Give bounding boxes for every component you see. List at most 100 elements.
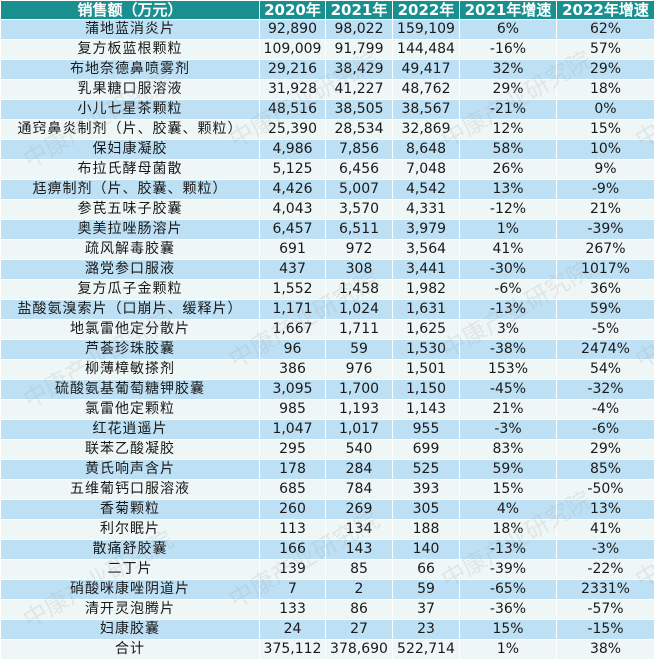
growth-2022: -4% xyxy=(556,399,654,420)
growth-2022: 54% xyxy=(556,359,654,380)
sales-2020: 31,928 xyxy=(259,79,326,100)
product-name: 乳果糖口服溶液 xyxy=(0,79,260,100)
sales-2020: 1,047 xyxy=(259,419,326,440)
sales-2022: 59 xyxy=(392,579,460,600)
sales-2022: 1,982 xyxy=(392,279,460,300)
growth-2022: 2474% xyxy=(556,339,654,360)
sales-2021: 1,017 xyxy=(325,419,393,440)
table-row: 妇康胶囊 24 27 23 15% -15% xyxy=(0,619,654,640)
product-name: 联苯乙酸凝胶 xyxy=(0,439,260,460)
product-name: 硫酸氨基葡萄糖钾胶囊 xyxy=(0,379,260,400)
growth-2022: 36% xyxy=(556,279,654,300)
sales-2020: 48,516 xyxy=(259,99,326,120)
table-row: 五维葡钙口服溶液 685 784 393 15% -50% xyxy=(0,479,654,500)
sales-2022: 49,417 xyxy=(392,59,460,80)
sales-2022: 525 xyxy=(392,459,460,480)
growth-2022: 9% xyxy=(556,159,654,180)
sales-2021: 3,570 xyxy=(325,199,393,220)
sales-2022: 3,979 xyxy=(392,219,460,240)
sales-2022: 144,484 xyxy=(392,39,460,60)
growth-2021: -21% xyxy=(459,99,557,120)
product-name: 清开灵泡腾片 xyxy=(0,599,260,620)
sales-2020: 113 xyxy=(259,519,326,540)
product-name: 香菊颗粒 xyxy=(0,499,260,520)
product-name: 芦荟珍珠胶囊 xyxy=(0,339,260,360)
product-name: 小儿七星茶颗粒 xyxy=(0,99,260,120)
sales-2022: 37 xyxy=(392,599,460,620)
table-row: 小儿七星茶颗粒 48,516 38,505 38,567 -21% 0% xyxy=(0,99,654,120)
sales-2022: 305 xyxy=(392,499,460,520)
sales-2021: 1,193 xyxy=(325,399,393,420)
growth-2021: -3% xyxy=(459,419,557,440)
sales-2022: 393 xyxy=(392,479,460,500)
table-row: 布拉氏酵母菌散 5,125 6,456 7,048 26% 9% xyxy=(0,159,654,180)
table-row: 利尔眠片 113 134 188 18% 41% xyxy=(0,519,654,540)
sales-2021: 2 xyxy=(325,579,393,600)
table-row: 蒲地蓝消炎片 92,890 98,022 159,109 6% 62% xyxy=(0,19,654,40)
sales-2022: 1,530 xyxy=(392,339,460,360)
sales-2020: 1,171 xyxy=(259,299,326,320)
growth-2021: 4% xyxy=(459,499,557,520)
sales-2021: 59 xyxy=(325,339,393,360)
table-row: 奥美拉唑肠溶片 6,457 6,511 3,979 1% -39% xyxy=(0,219,654,240)
table-row: 通窍鼻炎制剂（片、胶囊、颗粒） 25,390 28,534 32,869 12% 15% xyxy=(0,119,654,140)
growth-2021: 15% xyxy=(459,619,557,640)
growth-2022: 38% xyxy=(556,639,654,660)
sales-2022: 522,714 xyxy=(392,639,460,660)
sales-2020: 166 xyxy=(259,539,326,560)
header-2020: 2020年 xyxy=(259,0,326,20)
sales-2021: 38,429 xyxy=(325,59,393,80)
sales-2022: 48,762 xyxy=(392,79,460,100)
sales-2022: 7,048 xyxy=(392,159,460,180)
growth-2021: 83% xyxy=(459,439,557,460)
sales-2022: 1,631 xyxy=(392,299,460,320)
growth-2021: -39% xyxy=(459,559,557,580)
sales-2022: 1,143 xyxy=(392,399,460,420)
sales-2020: 25,390 xyxy=(259,119,326,140)
table-row: 参芪五味子胶囊 4,043 3,570 4,331 -12% 21% xyxy=(0,199,654,220)
table-body: 蒲地蓝消炎片 92,890 98,022 159,109 6% 62% 复方板蓝根颗粒 109… xyxy=(0,19,654,660)
sales-2020: 7 xyxy=(259,579,326,600)
table-row: 硝酸咪康唑阴道片 7 2 59 -65% 2331% xyxy=(0,579,654,600)
sales-2022: 4,542 xyxy=(392,179,460,200)
table-row: 香菊颗粒 260 269 305 4% 13% xyxy=(0,499,654,520)
sales-2022: 3,441 xyxy=(392,259,460,280)
product-name: 利尔眠片 xyxy=(0,519,260,540)
sales-2021: 784 xyxy=(325,479,393,500)
product-name: 氯雷他定颗粒 xyxy=(0,399,260,420)
sales-2022: 1,501 xyxy=(392,359,460,380)
product-name: 黄氏响声含片 xyxy=(0,459,260,480)
growth-2022: 29% xyxy=(556,59,654,80)
growth-2021: 153% xyxy=(459,359,557,380)
growth-2021: -16% xyxy=(459,39,557,60)
table-row: 二丁片 139 85 66 -39% -22% xyxy=(0,559,654,580)
table-row: 清开灵泡腾片 133 86 37 -36% -57% xyxy=(0,599,654,620)
sales-2020: 295 xyxy=(259,439,326,460)
sales-2021: 28,534 xyxy=(325,119,393,140)
sales-2020: 3,095 xyxy=(259,379,326,400)
growth-2021: 59% xyxy=(459,459,557,480)
sales-2020: 691 xyxy=(259,239,326,260)
sales-2021: 143 xyxy=(325,539,393,560)
product-name: 复方瓜子金颗粒 xyxy=(0,279,260,300)
sales-2020: 4,043 xyxy=(259,199,326,220)
sales-2020: 109,009 xyxy=(259,39,326,60)
product-name: 疏风解毒胶囊 xyxy=(0,239,260,260)
sales-2021: 1,024 xyxy=(325,299,393,320)
growth-2021: 1% xyxy=(459,219,557,240)
sales-2020: 1,667 xyxy=(259,319,326,340)
sales-2020: 133 xyxy=(259,599,326,620)
growth-2021: 3% xyxy=(459,319,557,340)
growth-2022: -6% xyxy=(556,419,654,440)
growth-2021: -65% xyxy=(459,579,557,600)
sales-2021: 7,856 xyxy=(325,139,393,160)
sales-2021: 1,458 xyxy=(325,279,393,300)
product-name: 五维葡钙口服溶液 xyxy=(0,479,260,500)
growth-2021: -30% xyxy=(459,259,557,280)
sales-2021: 27 xyxy=(325,619,393,640)
sales-2020: 437 xyxy=(259,259,326,280)
sales-2021: 378,690 xyxy=(325,639,393,660)
growth-2022: 13% xyxy=(556,499,654,520)
sales-2022: 4,331 xyxy=(392,199,460,220)
product-name: 参芪五味子胶囊 xyxy=(0,199,260,220)
